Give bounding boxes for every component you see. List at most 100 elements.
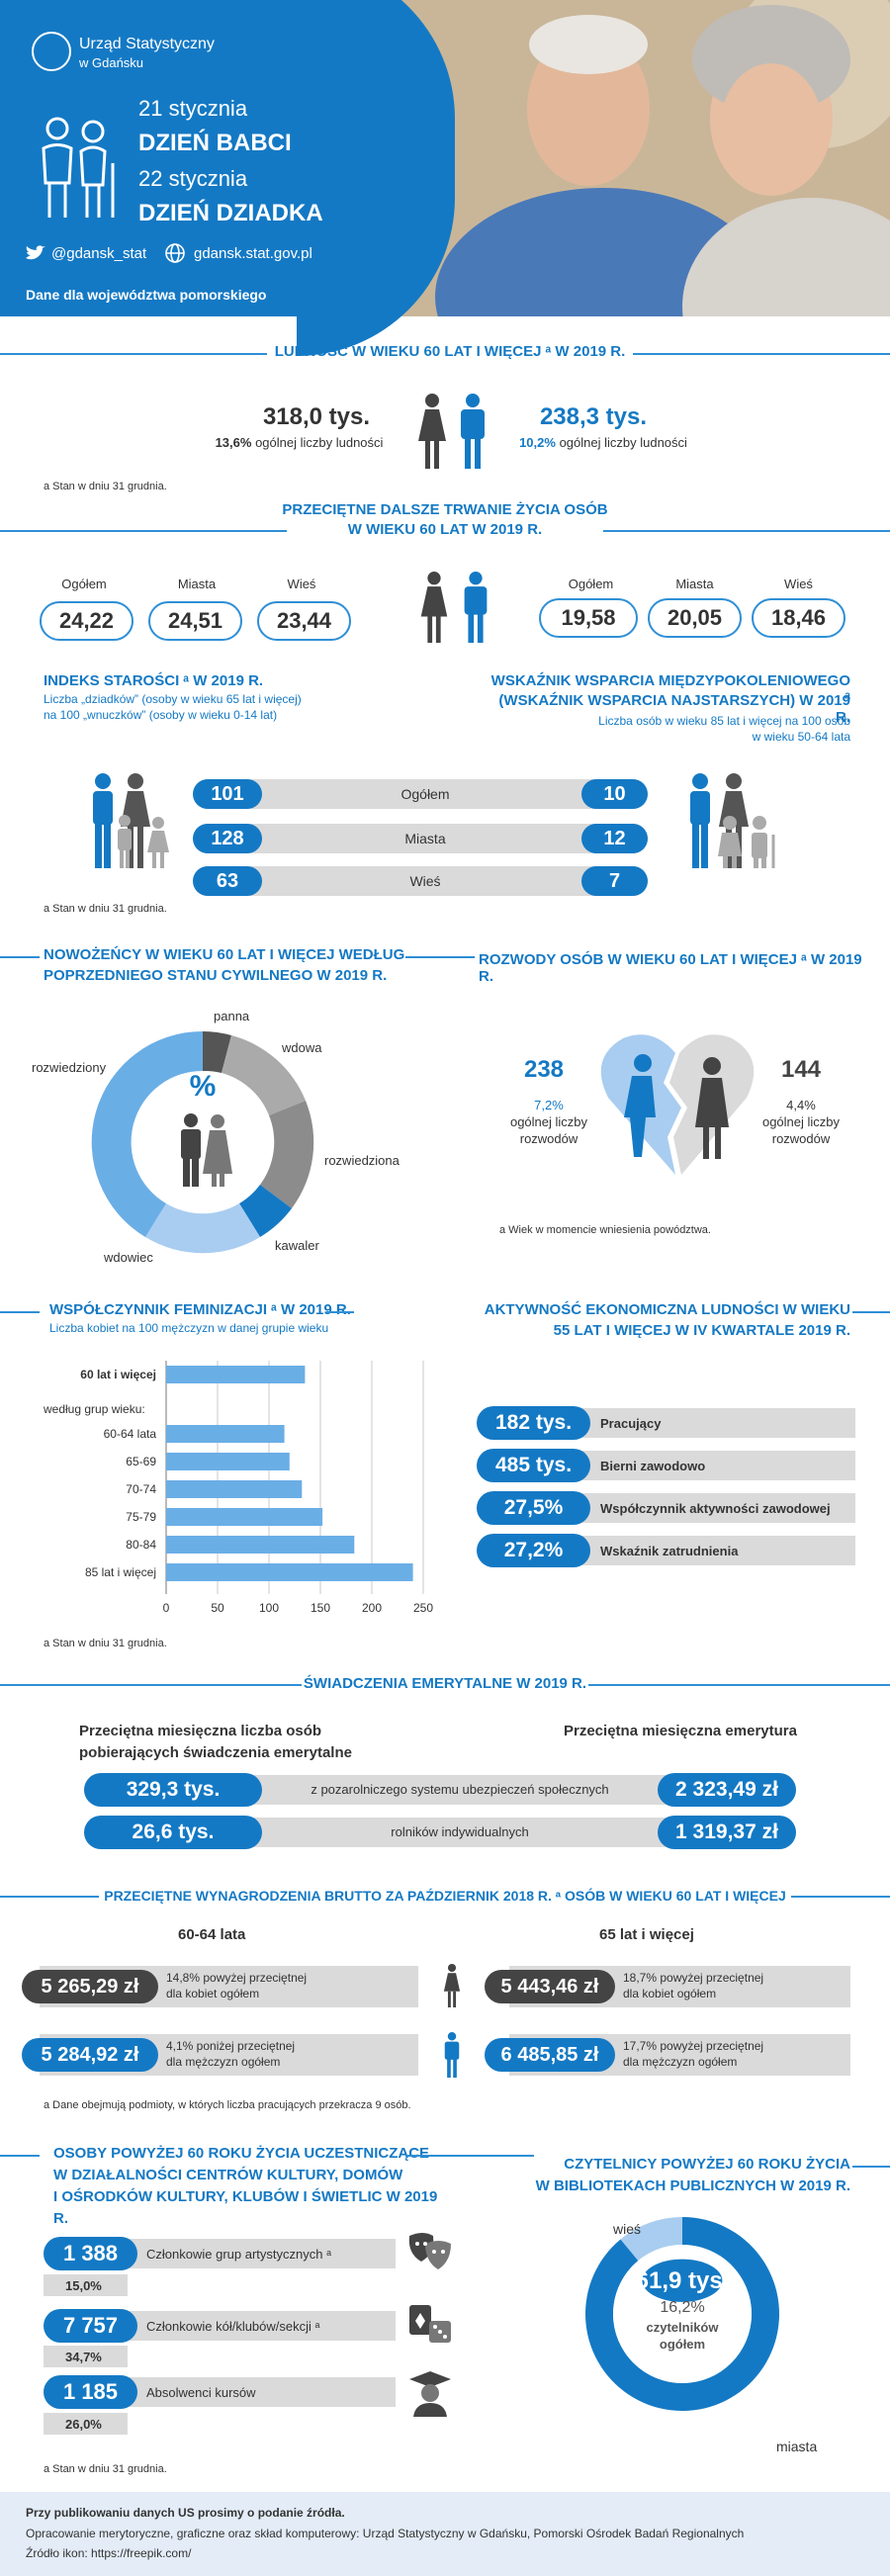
donut-rozwiedziony (91, 1030, 203, 1237)
population-footnote: a Stan w dniu 31 grudnia. (44, 481, 167, 492)
category-label: 85 lat i więcej (85, 1565, 156, 1579)
twitter-handle[interactable]: @gdansk_stat (51, 245, 147, 262)
support-city-value: 12 (581, 824, 648, 853)
activity-value-4: 27,2% (477, 1534, 590, 1567)
wages-left-head: 60-64 lata (178, 1926, 246, 1943)
divorce-women-value: 144 (780, 1056, 822, 1083)
divorce-men-pct: 7,2% (534, 1098, 564, 1112)
ageing-row-bg-3 (193, 866, 648, 896)
life-men-label-1: Ogółem (568, 577, 614, 591)
population-rule-left (0, 353, 267, 355)
culture-value-2: 7 757 (44, 2309, 137, 2343)
culture-value-3: 1 185 (44, 2375, 137, 2409)
life-women-label-1: Ogółem (61, 577, 107, 591)
culture-label-3: Absolwenci kursów (146, 2385, 256, 2400)
culture-pct-1: 15,0% (65, 2278, 102, 2293)
divorce-men-value: 238 (523, 1056, 565, 1083)
pensions-right-head: Przeciętna miesięczna emerytura (564, 1723, 797, 1739)
wages-women-65plus: 5 443,46 zł (485, 1970, 615, 2003)
wages-man-icon (442, 2032, 462, 2078)
marriage-center: % (189, 1070, 217, 1103)
footer-line-3[interactable]: Źródło ikon: https://freepik.com/ (26, 2546, 192, 2560)
life-women-label-3: Wieś (287, 577, 316, 591)
marriage-title-2: POPRZEDNIEGO STANU CYWILNEGO W 2019 R. (44, 967, 388, 984)
marriage-donut (89, 1028, 316, 1256)
date-grandpa: 22 stycznia (138, 166, 248, 191)
wages-women-60-64-desc-2: dla kobiet ogółem (166, 1987, 260, 2000)
readers-title-2: W BIBLIOTEKACH PUBLICZNYCH W 2019 R. (535, 2177, 850, 2194)
website-link[interactable]: gdansk.stat.gov.pl (194, 245, 312, 262)
ageing-row-bg-1 (193, 779, 648, 809)
org-logo-icon (32, 32, 71, 71)
pensions-label-1: z pozarolniczego systemu ubezpieczeń spo… (311, 1782, 609, 1797)
pensions-amount-1: 2 323,49 zł (658, 1773, 796, 1807)
culture-pct-bg-2 (44, 2346, 128, 2367)
divorce-title: ROZWODY OSÓB W WIEKU 60 LAT I WIĘCEJ ᵃ W… (479, 951, 862, 985)
life-women-total: 24,22 (40, 601, 134, 641)
label-rozwiedziony: rozwiedziony (32, 1060, 107, 1075)
readers-desc-2: ogółem (659, 2337, 706, 2352)
life-title-2: W WIEKU 60 LAT W 2019 R. (347, 521, 543, 538)
culture-pct-2: 34,7% (65, 2350, 102, 2364)
activity-rule-right (852, 1311, 890, 1313)
label-panna: panna (214, 1009, 250, 1023)
pensions-label-2: rolników indywidualnych (391, 1824, 529, 1839)
population-women-desc: 13,6% ogólnej liczby ludności (198, 435, 400, 450)
feminization-subtitle: Liczba kobiet na 100 mężczyzn w danej gr… (49, 1321, 329, 1335)
feminization-chart: 0 50 100 150 200 250 60 lat i więcej 60-64 lata… (20, 1355, 445, 1642)
wages-women-65plus-desc: 18,7% powyżej przeciętnej dla kobiet ogó… (623, 1970, 763, 2001)
readers-donut (583, 2215, 781, 2413)
ageing-row-label-1: Ogółem (400, 786, 450, 802)
wages-women-65plus-desc-2: dla kobiet ogółem (623, 1987, 717, 2000)
readers-city-label: miasta (776, 2439, 818, 2454)
readers-value-bubble (642, 2259, 723, 2302)
org-sub: w Gdańsku (79, 55, 144, 70)
marriage-rule-mid (405, 956, 475, 958)
donut-kawaler (239, 1185, 292, 1237)
bar-5 (166, 1508, 323, 1526)
feminization-title: WSPÓŁCZYNNIK FEMINIZACJI ᵃ W 2019 R. (49, 1301, 351, 1318)
label-wdowa: wdowa (282, 1040, 322, 1055)
life-rule-right (603, 530, 890, 532)
pensions-rule-right (588, 1684, 890, 1686)
wages-men-60-64: 5 284,92 zł (22, 2038, 158, 2072)
x-tick-label: 100 (259, 1601, 279, 1615)
life-men-total: 19,58 (539, 598, 638, 638)
support-title-2: (WSKAŹNIK WSPARCIA NAJSTARSZYCH) W 2019 … (498, 692, 850, 726)
life-men-label-3: Wieś (784, 577, 813, 591)
activity-value-3: 27,5% (477, 1491, 590, 1525)
wages-women-60-64: 5 265,29 zł (22, 1970, 158, 2003)
bar-2 (166, 1425, 285, 1443)
culture-footnote: a Stan w dniu 31 grudnia. (44, 2463, 167, 2475)
pensions-left-head-1: Przeciętna miesięczna liczba osób (79, 1723, 322, 1739)
header-photo (356, 0, 890, 316)
label-kawaler: kawaler (275, 1238, 319, 1253)
culture-label-1: Członkowie grup artystycznych ᵃ (146, 2247, 331, 2262)
pensions-amount-2: 1 319,37 zł (658, 1816, 796, 1849)
culture-title-2: W DZIAŁALNOŚCI CENTRÓW KULTURY, DOMÓW (53, 2167, 403, 2183)
org-name: Urząd Statystyczny (79, 36, 215, 52)
category-label: 75-79 (126, 1510, 156, 1524)
bar-7 (166, 1563, 413, 1581)
wages-rule-right (791, 1896, 890, 1898)
wages-footnote: a Dane obejmują podmioty, w których licz… (44, 2099, 411, 2111)
pensions-title: ŚWIADCZENIA EMERYTALNE W 2019 R. (303, 1675, 587, 1692)
readers-village-label: wieś (613, 2221, 642, 2237)
graduate-icon (407, 2369, 453, 2417)
life-women-label-2: Miasta (177, 577, 217, 591)
x-tick-label: 0 (163, 1601, 170, 1615)
divorce-women-desc-1: ogólnej liczby (761, 1114, 841, 1129)
culture-title-1: OSOBY POWYŻEJ 60 ROKU ŻYCIA UCZESTNICZĄC… (53, 2145, 430, 2162)
x-tick-label: 50 (211, 1601, 224, 1615)
population-men-pct: 10,2% (519, 435, 556, 450)
life-title-1: PRZECIĘTNE DALSZE TRWANIE ŻYCIA OSÓB (282, 501, 608, 518)
couple-icon (175, 1112, 234, 1187)
activity-label-4: Wskaźnik zatrudnienia (600, 1544, 739, 1558)
donut-wdowiec (145, 1203, 260, 1254)
culture-pct-3: 26,0% (65, 2417, 102, 2432)
pensions-rule-left (0, 1684, 302, 1686)
date-grandma: 21 stycznia (138, 96, 248, 121)
grandparents-icon (30, 114, 119, 222)
activity-value-1: 182 tys. (477, 1406, 590, 1440)
feminization-group-header: według grup wieku: (44, 1402, 145, 1416)
